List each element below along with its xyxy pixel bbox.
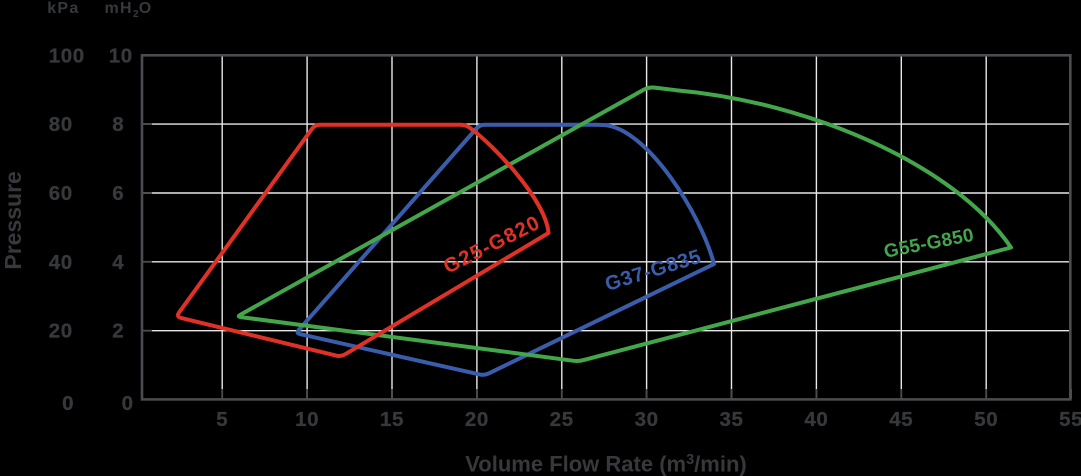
svg-text:55: 55 (1059, 408, 1081, 431)
svg-text:2: 2 (112, 320, 124, 343)
svg-text:30: 30 (635, 408, 659, 431)
svg-text:0: 0 (122, 392, 134, 415)
svg-text:60: 60 (49, 182, 73, 205)
svg-text:100: 100 (49, 44, 85, 67)
svg-text:Pressure: Pressure (0, 171, 26, 269)
svg-text:8: 8 (112, 113, 124, 136)
svg-text:G37-G835: G37-G835 (603, 246, 705, 296)
svg-text:20: 20 (49, 320, 73, 343)
svg-text:5: 5 (216, 408, 228, 431)
svg-text:mH2O: mH2O (105, 0, 152, 20)
svg-text:50: 50 (974, 408, 998, 431)
svg-text:G55-G850: G55-G850 (882, 225, 975, 263)
svg-text:45: 45 (889, 408, 913, 431)
svg-text:4: 4 (112, 251, 124, 274)
svg-text:40: 40 (49, 251, 73, 274)
svg-text:Volume Flow Rate (m3/min): Volume Flow Rate (m3/min) (465, 451, 746, 476)
svg-text:25: 25 (550, 408, 574, 431)
svg-text:0: 0 (62, 392, 74, 415)
svg-text:15: 15 (380, 408, 404, 431)
svg-text:10: 10 (295, 408, 319, 431)
svg-text:kPa: kPa (47, 0, 79, 17)
svg-text:20: 20 (465, 408, 489, 431)
svg-text:40: 40 (804, 408, 828, 431)
svg-text:35: 35 (719, 408, 743, 431)
svg-text:6: 6 (112, 182, 124, 205)
svg-text:10: 10 (109, 44, 133, 67)
svg-text:80: 80 (49, 113, 73, 136)
